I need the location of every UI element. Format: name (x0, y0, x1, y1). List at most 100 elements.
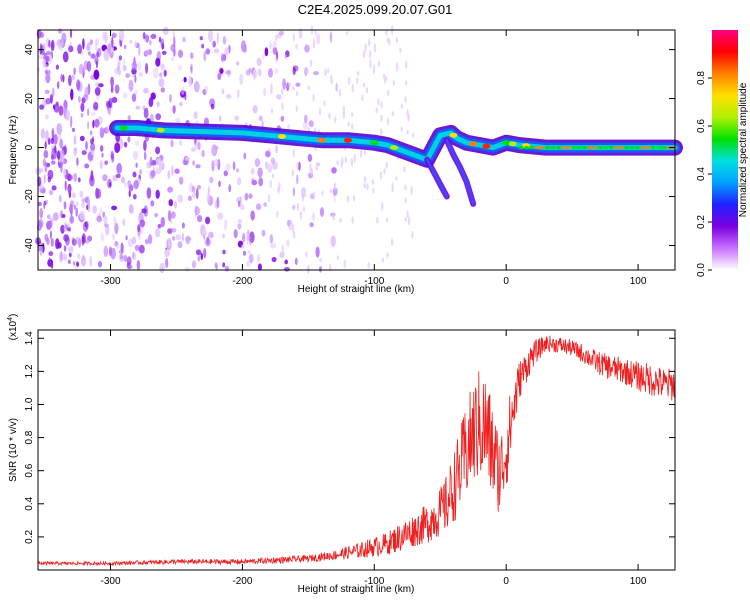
speckle-mark (48, 69, 51, 76)
speckle-mark (161, 50, 167, 56)
speckle-mark (291, 169, 294, 177)
speckle-mark (142, 31, 146, 40)
speckle-mark (71, 74, 76, 81)
speckle-mark (182, 36, 186, 43)
speckle-mark (366, 183, 369, 190)
speckle-mark (321, 190, 324, 196)
speckle-mark (197, 142, 201, 150)
colorbar-label: Normalized spectral amplitude (738, 82, 749, 217)
speckle-mark (400, 126, 403, 132)
speckle-mark (145, 34, 150, 43)
speckle-mark (284, 259, 289, 265)
speckle-mark (125, 73, 131, 78)
speckle-mark (218, 180, 221, 188)
speckle-mark (232, 161, 236, 171)
speckle-mark (377, 98, 380, 106)
speckle-mark (108, 97, 113, 109)
ridge-hotspot (119, 125, 128, 131)
x-tick-label: -100 (364, 576, 384, 587)
x-tick-label: 100 (630, 576, 647, 587)
speckle-mark (154, 213, 158, 218)
speckle-mark (99, 160, 103, 170)
speckle-mark (270, 157, 276, 165)
speckle-mark (39, 188, 46, 194)
speckle-mark (102, 31, 106, 41)
speckle-mark (335, 82, 338, 92)
ridge-steady-cell (614, 146, 619, 150)
speckle-mark (128, 184, 134, 192)
speckle-mark (238, 219, 242, 224)
speckle-mark (269, 41, 272, 50)
speckle-mark (155, 228, 161, 238)
speckle-mark (315, 166, 318, 171)
speckle-mark (296, 202, 300, 212)
speckle-mark (351, 216, 354, 224)
speckle-mark (157, 223, 162, 229)
speckle-mark (304, 44, 310, 53)
speckle-mark (135, 140, 139, 146)
speckle-mark (146, 187, 152, 199)
ridge-steady-cell (577, 146, 582, 150)
speckle-mark (139, 219, 146, 228)
ridge-branch-core-0 (425, 158, 449, 198)
speckle-mark (211, 144, 218, 157)
speckle-mark (267, 163, 273, 173)
speckle-mark (132, 171, 137, 178)
ridge-steady-cell (524, 146, 529, 150)
speckle-mark (250, 168, 255, 175)
speckle-mark (100, 232, 105, 242)
speckle-mark (59, 149, 65, 159)
speckle-mark (382, 73, 386, 80)
speckle-mark (114, 142, 121, 154)
speckle-mark (122, 58, 126, 68)
speckle-mark (67, 259, 71, 264)
speckle-mark (281, 244, 284, 252)
spectrogram-x-ticks: -300 -200 -100 0 100 (101, 30, 647, 287)
speckle-mark (323, 100, 326, 107)
speckle-mark (44, 161, 48, 173)
ridge-steady-cell (603, 146, 608, 150)
speckle-mark (381, 257, 384, 263)
speckle-mark (329, 188, 333, 194)
ridge-steady-cell (651, 146, 656, 150)
speckle-mark (223, 170, 228, 177)
speckle-mark (72, 192, 76, 199)
speckle-mark (283, 267, 290, 272)
speckle-mark (164, 249, 170, 258)
speckle-mark (172, 105, 176, 114)
speckle-mark (307, 153, 313, 162)
ridge-hotspot (156, 127, 165, 133)
ridge-steady-cell (551, 146, 555, 150)
speckle-mark (169, 94, 172, 103)
speckle-mark (280, 88, 284, 95)
speckle-mark (37, 168, 44, 173)
speckle-mark (234, 115, 239, 121)
speckle-mark (215, 264, 218, 271)
speckle-mark (81, 201, 85, 208)
speckle-mark (111, 32, 117, 39)
speckle-mark (119, 135, 122, 144)
speckle-mark (129, 39, 133, 44)
speckle-mark (296, 91, 299, 96)
speckle-mark (330, 74, 333, 82)
snr-y-multiplier-base: (x10 (8, 320, 19, 340)
ridge-hotspot (343, 137, 352, 143)
speckle-mark (131, 93, 137, 102)
speckle-mark (40, 128, 46, 139)
speckle-mark (64, 144, 67, 155)
speckle-mark (246, 233, 249, 245)
speckle-mark (60, 210, 63, 219)
speckle-mark (76, 79, 81, 91)
speckle-mark (116, 244, 119, 249)
speckle-mark (372, 64, 376, 75)
ridge-hotspot (469, 141, 478, 147)
speckle-mark (168, 199, 174, 207)
speckle-mark (111, 153, 115, 163)
speckle-mark (217, 73, 222, 80)
speckle-mark (122, 92, 128, 99)
speckle-mark (139, 169, 142, 175)
speckle-mark (39, 207, 44, 219)
speckle-mark (264, 47, 269, 57)
speckle-mark (219, 115, 222, 122)
speckle-mark (155, 113, 161, 121)
